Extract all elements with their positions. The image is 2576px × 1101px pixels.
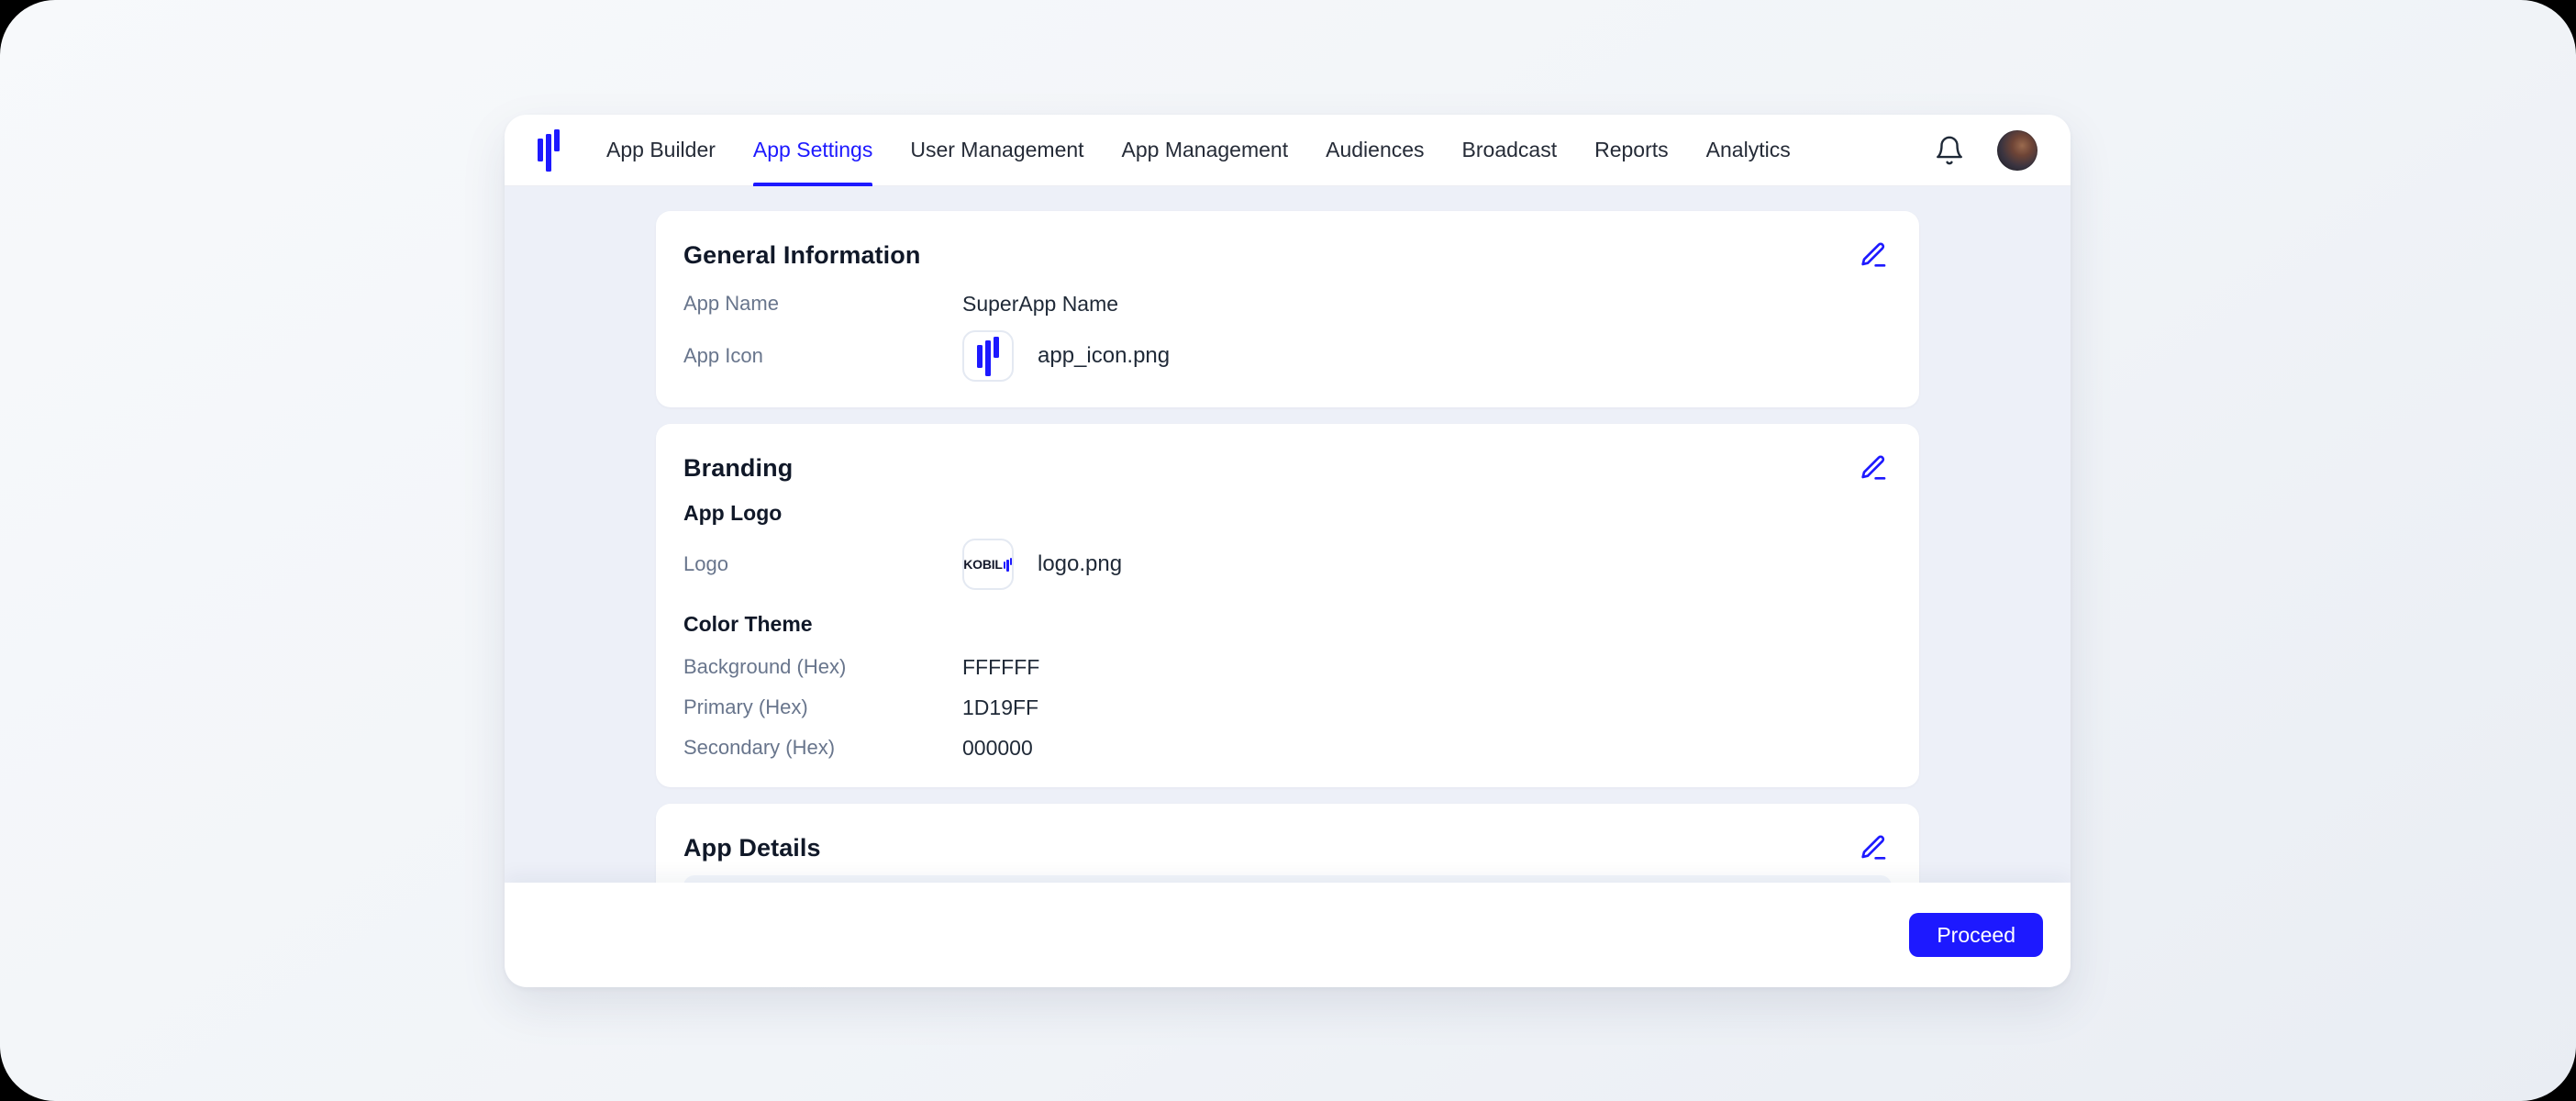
app-icon-row: App Icon app_icon.png bbox=[683, 330, 1892, 382]
tab-app-builder[interactable]: App Builder bbox=[606, 138, 716, 161]
logo-filename: logo.png bbox=[1038, 551, 1123, 576]
tab-broadcast[interactable]: Broadcast bbox=[1461, 138, 1558, 161]
branding-title: Branding bbox=[683, 453, 794, 482]
nav-right-controls bbox=[1931, 129, 2037, 171]
color-theme-heading: Color Theme bbox=[683, 612, 813, 636]
tab-analytics[interactable]: Analytics bbox=[1705, 138, 1791, 161]
kobil-logo-text: KOBIL bbox=[963, 557, 1003, 572]
edit-pencil-icon[interactable] bbox=[1855, 237, 1892, 273]
primary-hex-row: Primary (Hex) 1D19FF bbox=[683, 694, 1892, 721]
background-hex-value: FFFFFF bbox=[962, 654, 1040, 679]
general-information-title: General Information bbox=[683, 240, 921, 269]
app-icon-filename: app_icon.png bbox=[1038, 343, 1171, 368]
edit-pencil-icon[interactable] bbox=[1855, 450, 1892, 486]
nav-tabs: App Builder App Settings User Management… bbox=[606, 115, 1791, 186]
logo-row: Logo KOBIL logo.png bbox=[683, 539, 1892, 590]
edit-pencil-icon[interactable] bbox=[1855, 829, 1892, 866]
notification-bell-icon[interactable] bbox=[1931, 132, 1968, 169]
brand-bars-icon bbox=[977, 336, 999, 376]
tab-user-management[interactable]: User Management bbox=[910, 138, 1084, 161]
secondary-hex-value: 000000 bbox=[962, 735, 1033, 760]
general-information-card: General Information App Name SuperApp Na… bbox=[656, 211, 1919, 407]
top-nav: App Builder App Settings User Management… bbox=[505, 115, 2071, 186]
app-logo-heading: App Logo bbox=[683, 501, 783, 525]
primary-hex-value: 1D19FF bbox=[962, 695, 1039, 719]
app-details-title: App Details bbox=[683, 833, 821, 862]
app-name-label: App Name bbox=[683, 292, 779, 315]
settings-content: General Information App Name SuperApp Na… bbox=[505, 186, 2071, 978]
kobil-logo: KOBIL bbox=[963, 557, 1013, 572]
tab-app-settings[interactable]: App Settings bbox=[752, 115, 873, 186]
logo-preview: KOBIL bbox=[962, 539, 1014, 590]
background-hex-row: Background (Hex) FFFFFF bbox=[683, 653, 1892, 681]
user-avatar[interactable] bbox=[1997, 129, 2037, 171]
tab-reports[interactable]: Reports bbox=[1594, 138, 1669, 161]
app-icon-preview bbox=[962, 330, 1014, 382]
app-name-value: SuperApp Name bbox=[962, 291, 1119, 316]
branding-card: Branding App Logo Logo KOBIL bbox=[656, 424, 1919, 787]
secondary-hex-row: Secondary (Hex) 000000 bbox=[683, 734, 1892, 762]
app-window: App Builder App Settings User Management… bbox=[505, 115, 2071, 987]
logo-label: Logo bbox=[683, 552, 728, 575]
kobil-bars-icon bbox=[1003, 557, 1013, 572]
tab-audiences[interactable]: Audiences bbox=[1326, 138, 1425, 161]
tab-app-management[interactable]: App Management bbox=[1121, 138, 1289, 161]
brand-bars-icon bbox=[538, 128, 561, 172]
proceed-button[interactable]: Proceed bbox=[1909, 913, 2043, 957]
app-icon-label: App Icon bbox=[683, 344, 763, 367]
primary-hex-label: Primary (Hex) bbox=[683, 695, 808, 718]
action-footer: Proceed bbox=[505, 883, 2071, 987]
app-name-row: App Name SuperApp Name bbox=[683, 290, 1892, 317]
secondary-hex-label: Secondary (Hex) bbox=[683, 736, 836, 759]
background-hex-label: Background (Hex) bbox=[683, 655, 847, 678]
